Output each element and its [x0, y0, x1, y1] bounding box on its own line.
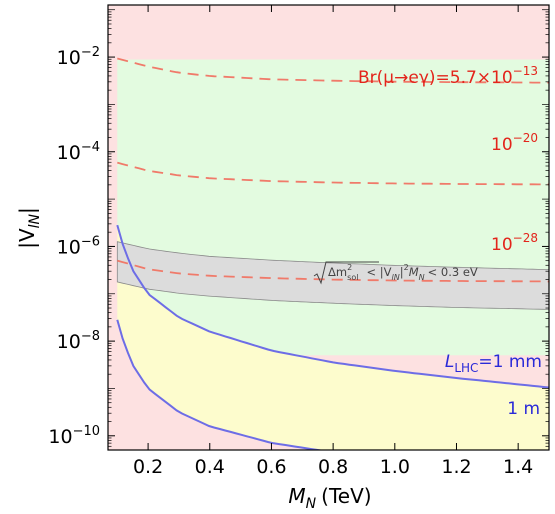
x-tick-label: 0.4 — [195, 456, 225, 478]
y-tick-label: 10−4 — [57, 140, 100, 164]
br-label-0: Br(μ→eγ)=5.7×10−13 — [358, 64, 538, 88]
sqrt-sign — [313, 261, 379, 285]
lhc-curve-1mm — [116, 224, 549, 389]
y-tick-label: 10−10 — [48, 424, 100, 448]
y-tick-label: 10−8 — [57, 329, 100, 353]
lhc-curve-1m — [116, 319, 325, 450]
x-tick-label: 0.2 — [133, 456, 163, 478]
x-ticks: 0.2 0.4 0.6 0.8 1.0 1.2 1.4 — [133, 5, 533, 478]
br-curve-1e-28 — [117, 259, 549, 283]
solar-band-label: Δm2 sol < |VlN|2MN < 0.3 eV — [313, 261, 478, 285]
allowed-region — [117, 59, 549, 356]
y-axis-title: |VlN| — [15, 207, 43, 249]
x-tick-label: 1.4 — [503, 456, 533, 478]
x-axis-title: MN (TeV) — [288, 484, 371, 512]
lhc-label-0: LLHC=1 mm — [445, 352, 542, 375]
plot-frame — [107, 4, 550, 451]
y-tick-label: 10−2 — [57, 45, 100, 69]
lhc-label-1: 1 m — [507, 399, 540, 419]
x-tick-label: 1.2 — [441, 456, 471, 478]
displaced-region — [117, 225, 549, 450]
solar-band — [116, 241, 549, 310]
x-tick-label: 0.6 — [256, 456, 286, 478]
x-tick-label: 1.0 — [380, 456, 410, 478]
br-curve-5p7e-13 — [117, 57, 549, 84]
br-curve-1e-20 — [117, 161, 549, 186]
br-label-2: 10−28 — [491, 231, 538, 255]
y-ticks: 10−10 10−8 10−6 10−4 10−2 — [48, 9, 549, 448]
br-label-1: 10−20 — [491, 131, 538, 155]
y-tick-label: 10−6 — [57, 234, 100, 258]
x-tick-label: 0.8 — [318, 456, 348, 478]
